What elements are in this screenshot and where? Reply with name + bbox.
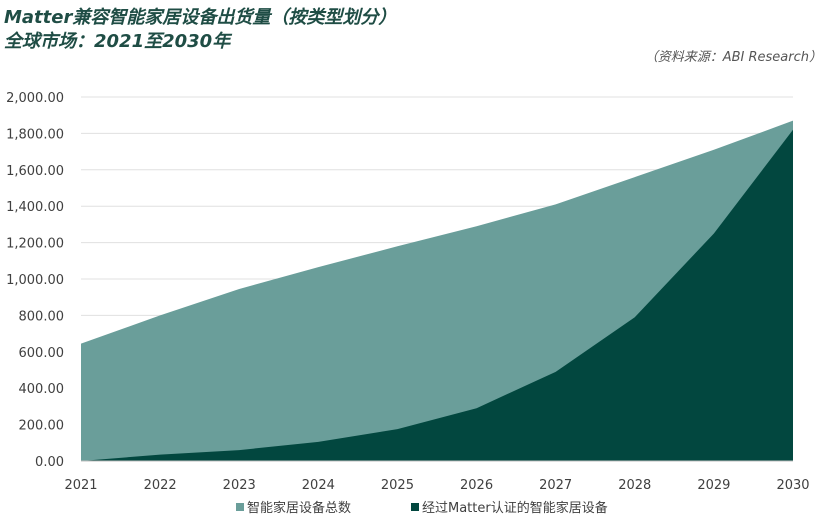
x-tick-label: 2022: [144, 478, 177, 493]
x-tick-label: 2024: [302, 478, 335, 493]
y-tick-label: 600.00: [19, 346, 65, 361]
x-axis-ticks: 2021 2022 2023 2024 2025 2026 2027 2028 2029 2030: [64, 478, 809, 493]
y-tick-label: 800.00: [19, 309, 65, 324]
legend-label: 智能家居设备总数: [247, 500, 351, 516]
x-tick-label: 2025: [381, 478, 414, 493]
y-tick-label: 0.00: [35, 455, 64, 470]
y-tick-label: 200.00: [19, 419, 65, 434]
legend-swatch: [411, 503, 419, 511]
chart-title-line1: Matter兼容智能家居设备出货量（按类型划分）: [4, 7, 397, 28]
x-tick-label: 2027: [539, 478, 572, 493]
x-tick-label: 2021: [64, 478, 97, 493]
chart-title: Matter兼容智能家居设备出货量（按类型划分） 全球市场：2021至2030年: [4, 6, 396, 54]
y-tick-label: 1,000.00: [6, 273, 64, 288]
legend-swatch: [236, 503, 244, 511]
y-axis-ticks: 0.00 200.00 400.00 600.00 800.00 1,000.00 1,20…: [6, 91, 64, 470]
y-tick-label: 1,600.00: [6, 164, 64, 179]
chart-source: （资料来源：ABI Research）: [644, 50, 822, 65]
y-tick-label: 1,400.00: [6, 200, 64, 215]
y-tick-label: 1,800.00: [6, 127, 64, 142]
series-areas: [81, 120, 793, 461]
y-tick-label: 400.00: [19, 382, 65, 397]
x-tick-label: 2023: [223, 478, 256, 493]
x-tick-label: 2026: [460, 478, 493, 493]
legend: 智能家居设备总数 经过Matter认证的智能家居设备: [236, 500, 608, 516]
x-tick-label: 2029: [697, 478, 730, 493]
x-tick-label: 2028: [618, 478, 651, 493]
series-area-1: [81, 129, 793, 461]
chart-title-line2: 全球市场：2021至2030年: [4, 31, 231, 52]
y-tick-label: 2,000.00: [6, 91, 64, 106]
x-tick-label: 2030: [776, 478, 809, 493]
y-tick-label: 1,200.00: [6, 237, 64, 252]
legend-label: 经过Matter认证的智能家居设备: [422, 500, 608, 516]
